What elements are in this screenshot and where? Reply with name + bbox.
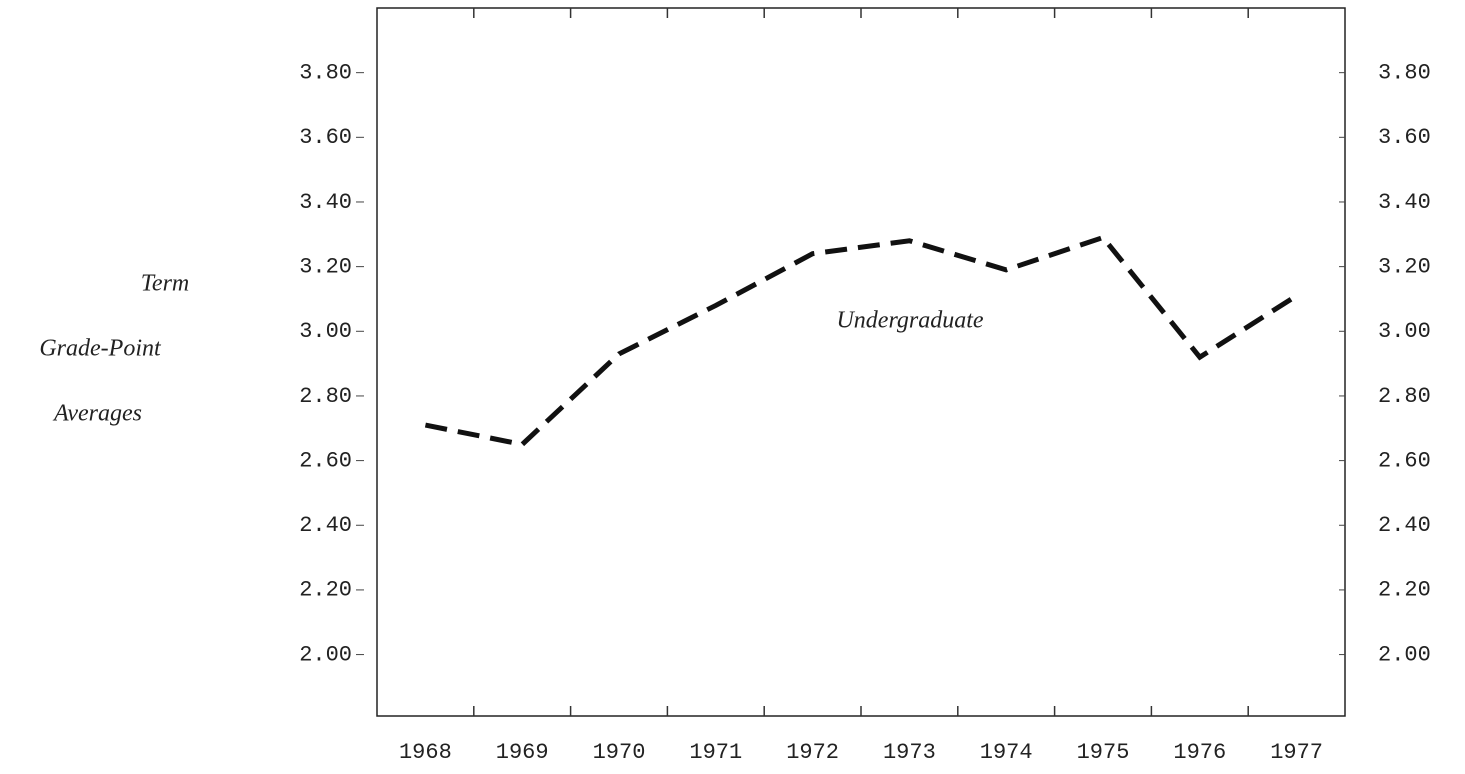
- annotation: Undergraduate: [836, 308, 983, 334]
- data-line: [424, 234, 1298, 448]
- plot-frame: [376, 7, 1346, 717]
- y-tick-label: 2.20: [299, 578, 352, 603]
- x-tick-label: 1969: [496, 740, 549, 765]
- y-tick-label: 3.20: [299, 254, 352, 279]
- x-tick-label: 1972: [786, 740, 839, 765]
- x-tick-label: 1977: [1270, 740, 1323, 765]
- y-tick-label: 2.40: [299, 513, 352, 538]
- y2-tick-label: 3.20: [1378, 254, 1431, 279]
- y2-tick-label: 3.60: [1378, 125, 1431, 150]
- x-tick-label: 1971: [689, 740, 742, 765]
- y2-tick-label: 2.40: [1378, 513, 1431, 538]
- x-tick-label: 1970: [593, 740, 646, 765]
- y2-tick-label: 3.40: [1378, 190, 1431, 215]
- y-tick-label: 3.80: [299, 60, 352, 85]
- y-axis-label: Term: [141, 271, 189, 297]
- y2-tick-label: 2.00: [1378, 642, 1431, 667]
- y-tick-label: 2.60: [299, 448, 352, 473]
- y-tick-label: 3.00: [299, 319, 352, 344]
- y2-tick-label: 2.60: [1378, 448, 1431, 473]
- y-axis-label: Averages: [52, 401, 142, 427]
- y-tick-label: 3.60: [299, 125, 352, 150]
- y-axis-label: Grade-Point: [39, 336, 162, 362]
- x-tick-label: 1974: [980, 740, 1033, 765]
- y-tick-label: 2.00: [299, 642, 352, 667]
- y2-tick-label: 3.00: [1378, 319, 1431, 344]
- x-tick-label: 1975: [1077, 740, 1130, 765]
- x-tick-label: 1976: [1173, 740, 1226, 765]
- y2-tick-label: 2.20: [1378, 578, 1431, 603]
- y-tick-label: 2.80: [299, 384, 352, 409]
- x-tick-label: 1968: [399, 740, 452, 765]
- y2-tick-label: 3.80: [1378, 60, 1431, 85]
- x-tick-label: 1973: [883, 740, 936, 765]
- y-tick-label: 3.40: [299, 190, 352, 215]
- y2-tick-label: 2.80: [1378, 384, 1431, 409]
